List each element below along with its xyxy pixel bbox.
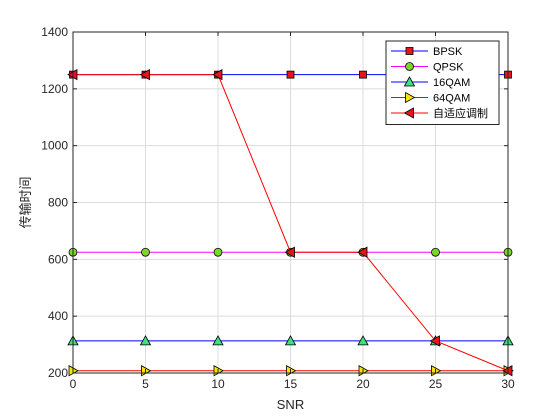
data-point [139, 335, 152, 346]
legend-label: 64QAM [433, 93, 470, 105]
x-tick-label: 15 [284, 377, 298, 391]
legend-item: 16QAM [391, 76, 470, 89]
data-point [284, 246, 295, 258]
legend-label: 自适应调制 [433, 106, 488, 120]
x-tick-label: 30 [501, 377, 515, 391]
x-tick-label: 5 [142, 377, 149, 391]
data-point [141, 247, 150, 257]
legend-marker [403, 76, 416, 87]
legend-item: BPSK [391, 46, 463, 58]
legend-marker [405, 47, 414, 55]
y-axis-label: 传输时间 [18, 176, 33, 228]
data-point [139, 68, 150, 81]
x-tick-label: 0 [70, 377, 77, 391]
data-point [212, 68, 223, 81]
legend-label: 16QAM [433, 77, 470, 89]
data-point [213, 247, 223, 257]
y-tick-label: 800 [48, 196, 68, 210]
legend-label: BPSK [433, 46, 463, 58]
y-tick-label: 600 [48, 252, 68, 266]
legend-box [385, 40, 500, 125]
legend-item: 64QAM [391, 91, 470, 105]
data-point [286, 70, 295, 79]
legend-marker [405, 62, 414, 71]
legend-item: QPSK [391, 62, 464, 74]
x-tick-label: 20 [356, 377, 370, 391]
y-tick-label: 1200 [41, 82, 68, 96]
data-point [284, 335, 297, 346]
axes-box [72, 31, 509, 374]
legend-marker [403, 107, 414, 119]
y-tick-label: 1400 [41, 25, 68, 39]
y-tick-label: 200 [48, 366, 68, 380]
y-tick-label: 1000 [41, 139, 68, 153]
data-point [212, 335, 224, 346]
x-axis-label: SNR [277, 397, 304, 412]
data-point [357, 246, 368, 258]
y-tick-label: 400 [48, 309, 68, 323]
x-tick-label: 25 [429, 377, 443, 391]
data-point [431, 247, 440, 257]
legend-item: 自适应调制 [391, 106, 488, 120]
x-tick-label: 10 [211, 377, 225, 391]
legend-label: QPSK [433, 62, 464, 74]
axes-frame [72, 31, 509, 374]
tick-labels: 0 5 10 15 20 25 30 200 400 600 800 1000 1200 1400 [41, 25, 515, 391]
data-point [429, 335, 440, 347]
legend-marker [405, 91, 416, 104]
data-point [357, 335, 369, 346]
data-point [359, 70, 367, 79]
